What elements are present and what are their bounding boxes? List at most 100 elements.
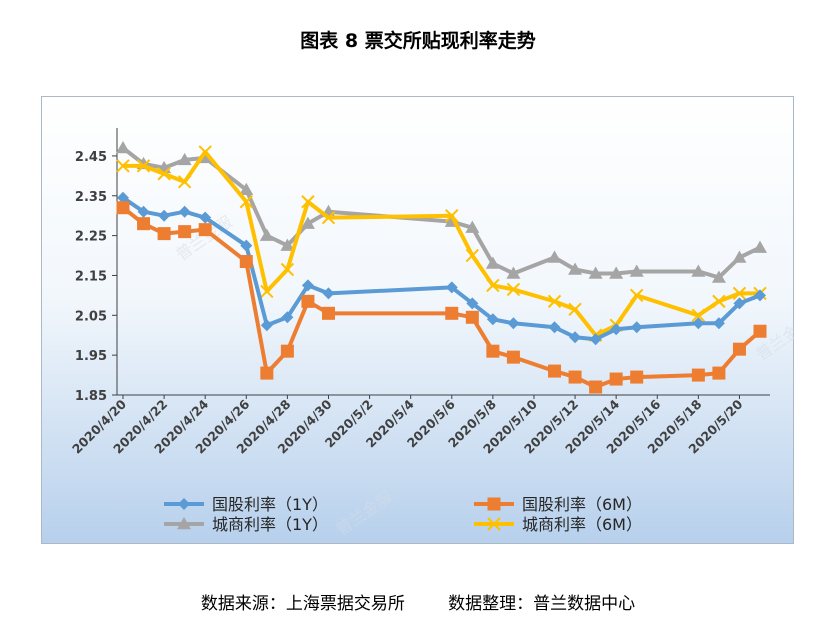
- data-point: [321, 210, 336, 225]
- data-point: [239, 255, 253, 269]
- data-point: [466, 297, 479, 310]
- data-point: [281, 311, 294, 324]
- data-point: [301, 279, 314, 292]
- data-point: [157, 167, 171, 181]
- data-point: [568, 302, 582, 317]
- data-point: [116, 201, 130, 215]
- data-point: [568, 370, 582, 384]
- data-point: [260, 366, 274, 380]
- legend-item: 城商利率（1Y）: [164, 515, 328, 534]
- data-point: [117, 191, 129, 204]
- data-point: [445, 306, 459, 320]
- series-0: [117, 191, 766, 346]
- data-point: [199, 211, 212, 224]
- data-point: [691, 308, 706, 323]
- legend-label: 城商利率（6M）: [522, 515, 642, 534]
- data-point: [485, 256, 500, 269]
- data-point: [569, 331, 582, 344]
- data-point: [260, 284, 274, 299]
- y-tick-label: 2.35: [75, 190, 107, 205]
- data-point: [445, 208, 459, 223]
- y-tick-label: 1.85: [75, 389, 107, 404]
- data-point: [589, 333, 602, 346]
- data-point: [548, 321, 561, 334]
- data-point: [712, 317, 725, 330]
- y-tick-label: 2.05: [75, 309, 107, 324]
- legend-label: 国股利率（1Y）: [212, 495, 328, 514]
- legend-label: 城商利率（1Y）: [212, 515, 328, 534]
- data-point: [732, 342, 746, 356]
- data-compiler: 数据整理：普兰数据中心: [448, 594, 636, 614]
- data-point: [711, 270, 726, 283]
- data-point: [280, 344, 294, 358]
- y-tick-label: 2.15: [75, 269, 107, 284]
- series-3: [116, 145, 767, 342]
- data-point: [280, 238, 295, 251]
- data-point: [732, 286, 747, 301]
- data-point: [260, 319, 273, 332]
- data-point: [178, 205, 191, 218]
- data-point: [629, 264, 644, 277]
- data-point: [609, 372, 623, 386]
- legend-item: 国股利率（1Y）: [164, 495, 328, 514]
- series-layer: [116, 140, 767, 394]
- data-point: [198, 145, 212, 159]
- data-point: [630, 288, 644, 303]
- data-point: [506, 266, 521, 279]
- data-point: [177, 152, 192, 166]
- watermark-text: 普兰金服: [332, 487, 395, 539]
- legend-marker: [487, 497, 501, 511]
- data-point: [177, 175, 192, 189]
- data-point: [506, 282, 521, 297]
- data-point: [178, 225, 192, 239]
- chart-title: 图表 8 票交所贴现利率走势: [300, 30, 536, 52]
- data-point: [568, 262, 583, 275]
- data-point: [712, 294, 726, 309]
- y-tick-label: 2.45: [75, 150, 107, 165]
- data-point: [692, 317, 705, 330]
- series-1: [116, 201, 767, 394]
- data-point: [506, 350, 520, 364]
- data-point: [239, 195, 253, 209]
- watermark-text: 普兰金服: [752, 312, 794, 364]
- legend-label: 国股利率（6M）: [522, 495, 642, 514]
- data-point: [322, 287, 335, 300]
- data-point: [465, 248, 480, 263]
- data-point: [136, 159, 151, 173]
- data-point: [589, 380, 603, 394]
- data-point: [158, 209, 171, 222]
- data-point: [754, 289, 766, 302]
- legend-marker: [487, 517, 501, 531]
- data-point: [300, 216, 315, 229]
- data-point: [588, 266, 603, 279]
- y-tick-label: 2.25: [75, 230, 107, 245]
- legend-marker: [177, 517, 191, 530]
- data-point: [259, 228, 274, 241]
- data-point: [486, 278, 500, 293]
- data-point: [198, 223, 212, 237]
- data-point: [301, 294, 315, 308]
- data-point: [445, 281, 458, 294]
- data-point: [465, 310, 479, 324]
- data-point: [753, 240, 767, 253]
- data-point: [116, 140, 130, 154]
- data-point: [691, 368, 705, 382]
- data-point: [240, 239, 253, 252]
- source-note: 数据来源：上海票据交易所 数据整理：普兰数据中心: [0, 589, 836, 614]
- data-point: [610, 323, 623, 336]
- data-point: [321, 306, 335, 320]
- data-point: [137, 217, 151, 231]
- data-point: [733, 297, 746, 310]
- data-point: [753, 324, 767, 338]
- data-point: [507, 317, 520, 330]
- data-point: [630, 321, 643, 334]
- data-point: [609, 266, 624, 279]
- data-source: 数据来源：上海票据交易所: [200, 594, 405, 614]
- legend-item: 国股利率（6M）: [474, 495, 642, 514]
- legend-marker: [178, 498, 190, 510]
- y-tick-label: 1.95: [75, 349, 107, 364]
- data-point: [157, 227, 171, 241]
- data-point: [548, 364, 562, 378]
- legend: 国股利率（1Y） 国股利率（6M） 城商利率（1Y） 城商利率（6M）: [164, 495, 642, 534]
- data-point: [547, 250, 562, 263]
